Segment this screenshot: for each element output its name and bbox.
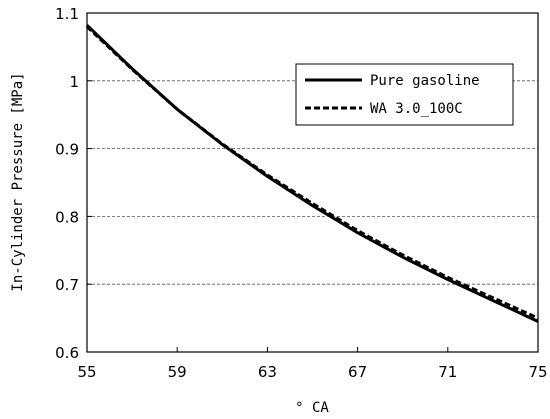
x-tick-label: 55 (77, 363, 96, 381)
y-tick-label: 0.9 (55, 141, 79, 159)
x-tick-label: 75 (528, 363, 547, 381)
y-tick-label: 1 (69, 73, 79, 91)
series-layer (85, 24, 539, 323)
y-tick-label: 0.6 (55, 344, 79, 362)
legend: Pure gasoline WA 3.0_100C (295, 63, 514, 126)
legend-label-wa: WA 3.0_100C (370, 101, 463, 117)
y-tick-label: 0.8 (55, 208, 79, 226)
y-tick-label: 0.7 (55, 276, 79, 294)
x-tick-label: 63 (258, 363, 277, 381)
legend-label-pure-gasoline: Pure gasoline (370, 73, 480, 89)
x-axis-title: ° CA (295, 400, 329, 416)
x-axis-ticks: 55 59 63 67 71 75 (77, 347, 548, 381)
x-tick-label: 71 (438, 363, 457, 381)
legend-box (295, 63, 514, 126)
x-tick-label: 67 (348, 363, 367, 381)
y-axis-ticks: 0.6 0.7 0.8 0.9 1 1.1 (55, 5, 92, 362)
series-line-wa-3-0-100c (85, 25, 539, 320)
plot-area-frame (86, 12, 539, 353)
y-axis-title: In-Cylinder Pressure [MPa] (10, 72, 26, 291)
x-tick-label: 59 (168, 363, 187, 381)
y-tick-label: 1.1 (55, 5, 79, 23)
